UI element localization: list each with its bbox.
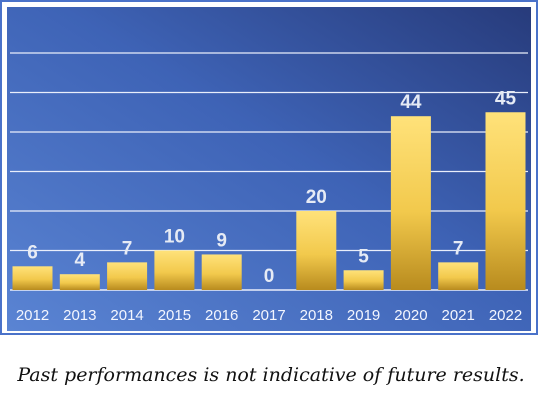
x-tick-2014: 2014: [110, 307, 143, 324]
bar-2019: [343, 270, 384, 290]
bar-2021: [438, 262, 479, 290]
bar-2013: [59, 274, 100, 290]
data-label-2019: 5: [358, 246, 369, 267]
x-tick-2019: 2019: [347, 307, 380, 324]
data-label-2022: 45: [495, 88, 517, 109]
x-tick-2015: 2015: [158, 307, 191, 324]
bar-2022: [485, 112, 526, 290]
x-tick-2013: 2013: [63, 307, 96, 324]
data-label-2020: 44: [400, 92, 422, 113]
bar-2014: [107, 262, 148, 290]
bars: [12, 112, 526, 290]
x-tick-2021: 2021: [442, 307, 475, 324]
data-label-2014: 7: [122, 238, 133, 259]
x-tick-labels: 2012 2013 2014 2015 2016 2017 2018 2019 2020 2021…: [16, 307, 522, 324]
bar-2016: [201, 254, 242, 290]
x-tick-2022: 2022: [489, 307, 522, 324]
bar-2012: [12, 266, 53, 290]
data-labels: 6 4 7 10 9 0 20 5 44 7 45: [27, 88, 516, 287]
bar-2015: [154, 250, 195, 290]
x-tick-2012: 2012: [16, 307, 49, 324]
x-tick-2016: 2016: [205, 307, 238, 324]
bar-2018: [296, 211, 337, 290]
data-label-2017: 0: [264, 266, 275, 287]
data-label-2016: 9: [216, 230, 227, 251]
data-label-2013: 4: [75, 250, 86, 271]
x-tick-2018: 2018: [300, 307, 333, 324]
x-tick-2020: 2020: [394, 307, 427, 324]
disclaimer-caption: Past performances is not indicative of f…: [17, 364, 525, 386]
data-label-2021: 7: [453, 238, 464, 259]
bar-chart: 6 4 7 10 9 0 20 5 44 7 45 2012 2013 2014 2015 2016 2017…: [0, 0, 538, 335]
data-label-2018: 20: [306, 187, 327, 208]
chart-frame: 6 4 7 10 9 0 20 5 44 7 45 2012 2013 2014 2015 2016 2017…: [0, 0, 538, 335]
x-tick-2017: 2017: [252, 307, 285, 324]
data-label-2012: 6: [27, 242, 38, 263]
data-label-2015: 10: [164, 227, 185, 248]
bar-2020: [390, 116, 431, 290]
